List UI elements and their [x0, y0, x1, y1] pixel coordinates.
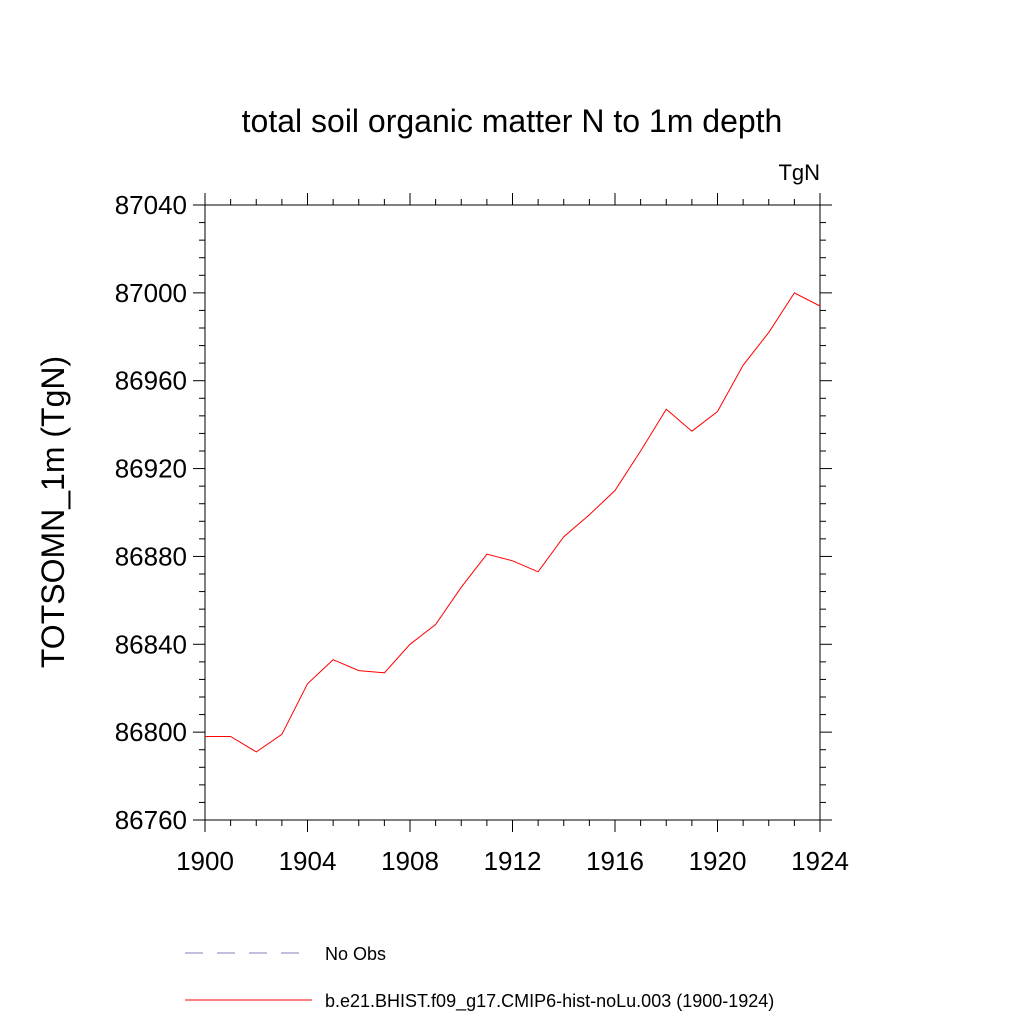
- y-tick-label: 87000: [115, 278, 187, 308]
- x-tick-label: 1908: [381, 846, 439, 876]
- y-axis-label: TOTSOMN_1m (TgN): [35, 356, 71, 668]
- x-tick-label: 1924: [791, 846, 849, 876]
- y-tick-label: 86960: [115, 366, 187, 396]
- legend-label: b.e21.BHIST.f09_g17.CMIP6-hist-noLu.003 …: [325, 991, 774, 1012]
- y-tick-label: 86800: [115, 717, 187, 747]
- x-tick-label: 1912: [484, 846, 542, 876]
- chart-title: total soil organic matter N to 1m depth: [242, 103, 783, 139]
- x-tick-label: 1920: [689, 846, 747, 876]
- y-tick-label: 87040: [115, 190, 187, 220]
- legend: No Obs b.e21.BHIST.f09_g17.CMIP6-hist-noL…: [185, 944, 774, 1012]
- axis-ticks: 86760 86800 86840 86880 86920 86960 87000 87040…: [115, 190, 849, 876]
- plot-frame: [204, 204, 821, 821]
- y-tick-label: 86760: [115, 805, 187, 835]
- legend-label: No Obs: [325, 944, 386, 964]
- series-line: [205, 292, 821, 753]
- y-tick-label: 86840: [115, 629, 187, 659]
- x-tick-label: 1900: [176, 846, 234, 876]
- series-layer: [205, 292, 821, 753]
- y-tick-label: 86880: [115, 541, 187, 571]
- x-tick-label: 1916: [586, 846, 644, 876]
- y-tick-label: 86920: [115, 454, 187, 484]
- units-label: TgN: [778, 160, 820, 185]
- x-tick-label: 1904: [279, 846, 337, 876]
